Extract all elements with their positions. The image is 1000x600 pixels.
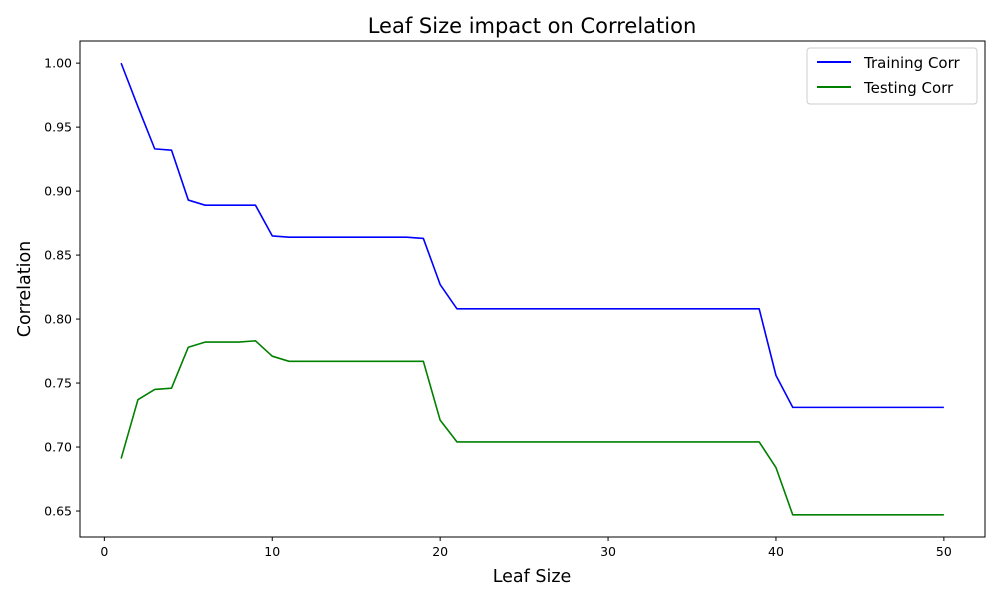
y-tick-label: 0.90 [44, 184, 72, 199]
x-tick-label: 30 [600, 544, 616, 559]
legend: Training Corr Testing Corr [806, 47, 978, 105]
plot-area [120, 62, 944, 516]
legend-label-training: Training Corr [863, 54, 961, 72]
y-tick-label: 0.65 [44, 504, 72, 519]
y-tick-label: 0.85 [44, 248, 72, 263]
x-tick-label: 50 [936, 544, 952, 559]
y-tick-label: 0.75 [44, 376, 72, 391]
x-tick-label: 0 [100, 544, 108, 559]
chart-title: Leaf Size impact on Correlation [368, 14, 697, 38]
x-axis-title: Leaf Size [493, 567, 572, 587]
series-line-testing-corr [120, 340, 944, 516]
y-tick-label: 0.70 [44, 440, 72, 455]
x-tick-label: 10 [264, 544, 280, 559]
y-tick-label: 0.95 [44, 120, 72, 135]
x-tick-label: 20 [432, 544, 448, 559]
x-tick-label: 40 [768, 544, 784, 559]
legend-label-testing: Testing Corr [863, 79, 954, 97]
y-axis: 0.65 0.70 0.75 0.80 0.85 0.90 0.95 1.00 [44, 56, 80, 519]
y-tick-label: 1.00 [44, 56, 72, 71]
series-line-training-corr [120, 62, 944, 409]
x-axis: 0 10 20 30 40 50 [100, 537, 952, 559]
y-tick-label: 0.80 [44, 312, 72, 327]
plot-frame [79, 40, 986, 538]
y-axis-title: Correlation [15, 241, 35, 338]
